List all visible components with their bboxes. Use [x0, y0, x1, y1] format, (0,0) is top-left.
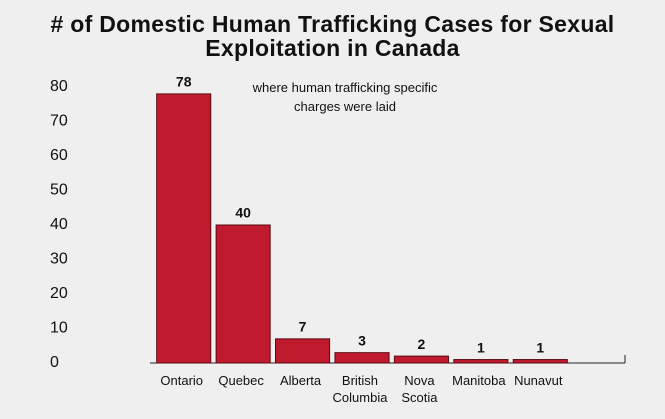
value-label: 78 [176, 74, 192, 90]
x-tick-label: Quebec [218, 373, 264, 388]
bar [334, 352, 390, 364]
bar [156, 93, 212, 364]
value-label: 1 [536, 339, 544, 355]
bar [275, 338, 331, 364]
x-tick-label: Manitoba [452, 373, 506, 388]
y-tick-label: 70 [50, 113, 68, 130]
x-tick-label: Alberta [279, 373, 322, 388]
y-tick-label: 30 [50, 251, 68, 268]
value-label: 40 [235, 205, 251, 221]
chart-title: # of Domestic Human Trafficking Cases fo… [50, 11, 615, 61]
y-tick-label: 60 [50, 147, 68, 164]
y-tick-label: 20 [50, 285, 68, 302]
value-label: 7 [299, 319, 307, 335]
x-tick-label: Nunavut [514, 373, 563, 388]
bar [512, 359, 568, 364]
value-label: 2 [418, 336, 426, 352]
value-label: 3 [358, 332, 366, 348]
y-tick-label: 40 [50, 216, 68, 233]
value-label: 1 [477, 339, 485, 355]
y-tick-label: 10 [50, 320, 68, 337]
chart-subtitle: where human trafficking specific charges… [252, 80, 438, 114]
bar [393, 355, 449, 364]
x-tick-label: Nova Scotia [401, 373, 438, 405]
bar [453, 359, 509, 364]
x-tick-label: British Columbia [332, 373, 388, 405]
y-tick-label: 50 [50, 182, 68, 199]
y-tick-label: 80 [50, 78, 68, 95]
x-tick-label: Ontario [160, 373, 204, 388]
bar [215, 224, 271, 364]
y-tick-label: 0 [50, 354, 59, 371]
